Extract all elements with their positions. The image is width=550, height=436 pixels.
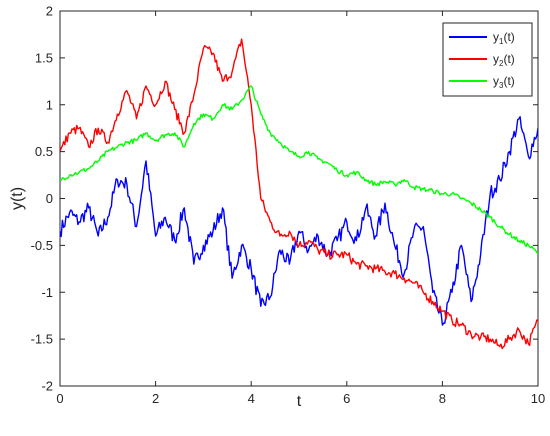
- legend-entry-y3: y3(t): [493, 74, 515, 90]
- y-tick-label: 0.5: [35, 144, 53, 159]
- tick-layer: 0 2 4 6 8 10 -2 -1.5 -1 -0.5 0 0.5 1 1.5 2: [31, 4, 546, 407]
- y-tick-label: -0.5: [31, 238, 53, 253]
- x-tick-label: 10: [531, 391, 545, 406]
- legend: y1(t) y2(t) y3(t): [442, 22, 533, 97]
- x-tick-label: 6: [343, 391, 350, 406]
- legend-entry-y2: y2(t): [493, 52, 515, 68]
- series-line-y3: [60, 85, 538, 254]
- y-tick-label: -1: [41, 285, 53, 300]
- series-line-y1: [60, 116, 538, 326]
- y-tick-label: 2: [46, 4, 53, 19]
- x-tick-label: 0: [56, 391, 63, 406]
- y-axis-label: y(t): [9, 187, 26, 210]
- y-tick-label: -1.5: [31, 332, 53, 347]
- legend-entry-y1: y1(t): [493, 30, 515, 46]
- y-tick-label: 0: [46, 191, 53, 206]
- series-line-y2: [60, 38, 538, 350]
- y-tick-label: 1: [46, 97, 53, 112]
- series-layer: [60, 38, 538, 350]
- y-tick-label: -2: [41, 379, 53, 394]
- y-tick-label: 1.5: [35, 50, 53, 65]
- x-tick-label: 8: [439, 391, 446, 406]
- x-tick-label: 4: [248, 391, 255, 406]
- x-tick-label: 2: [152, 391, 159, 406]
- x-axis-label: t: [297, 393, 302, 410]
